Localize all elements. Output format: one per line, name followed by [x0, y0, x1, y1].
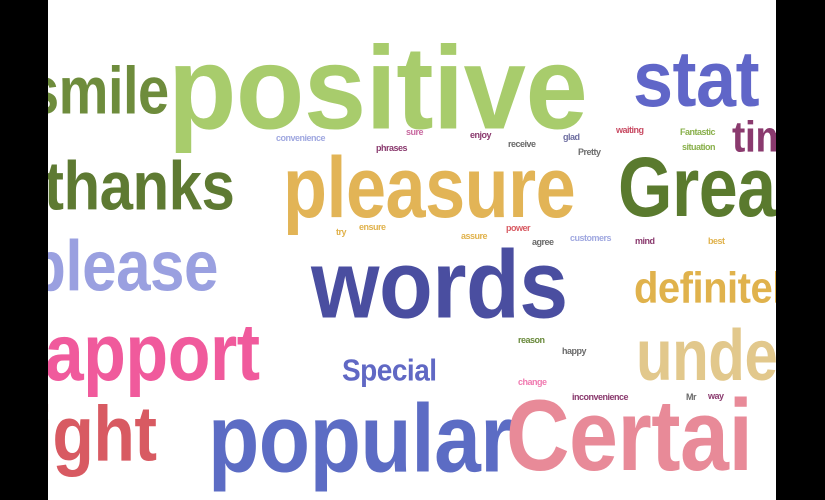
word-glad: glad [563, 132, 580, 142]
word-agree: agree [532, 237, 554, 247]
word-please: please [48, 227, 219, 307]
word-grea: Grea [618, 140, 776, 234]
word-rapport: rapport [48, 307, 260, 398]
word-situation: situation [682, 142, 716, 152]
word-stat: stat [633, 35, 760, 124]
word-reason: reason [518, 335, 545, 345]
word-enjoy: enjoy [470, 130, 492, 140]
word-way: way [708, 391, 724, 401]
word-change: change [518, 377, 547, 387]
word-phrases: phrases [376, 143, 408, 153]
word-happy: happy [562, 346, 587, 356]
word-positive: positive [168, 22, 588, 154]
word-receive: receive [508, 139, 536, 149]
word-waiting: waiting [616, 125, 644, 135]
word-try: try [336, 227, 347, 237]
word-pleasure: pleasure [283, 140, 576, 237]
word-cloud: smilepositive stattim thanks pleasure Grea pl… [48, 0, 776, 500]
word-fantastic: Fantastic [680, 127, 716, 137]
word-ensure: ensure [359, 222, 386, 232]
word-power: power [506, 223, 531, 233]
word-sure: sure [406, 127, 424, 137]
word-mr: Mr [686, 392, 697, 402]
word-pretty: Pretty [578, 147, 601, 157]
word-mind: mind [635, 236, 655, 246]
word-convenience: convenience [276, 133, 326, 143]
word-popular: popular [208, 384, 513, 493]
word-special: Special [342, 352, 437, 387]
word-definitel: definitel [634, 263, 776, 313]
word-thanks: thanks [48, 147, 235, 225]
word-tim: tim [732, 112, 776, 162]
word-words: words [311, 229, 568, 339]
word-customers: customers [570, 233, 612, 243]
word-inconvenience: inconvenience [572, 392, 629, 402]
word-smile: smile [48, 52, 169, 128]
word-assure: assure [461, 231, 488, 241]
word-right: right [48, 390, 157, 478]
word-best: best [708, 236, 725, 246]
word-unde: unde [636, 315, 776, 396]
word-certai: Certai [506, 378, 753, 492]
